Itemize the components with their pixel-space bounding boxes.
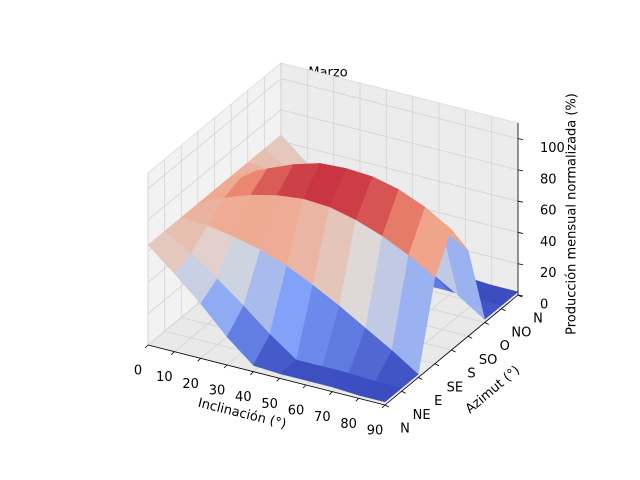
x-tick-label: 60	[288, 404, 305, 419]
y-tick	[384, 404, 390, 408]
z-tick-label: 100	[540, 141, 565, 156]
z-axis-label: Producción mensual normalizada (%)	[565, 93, 580, 335]
z-tick	[517, 294, 524, 297]
y-tick	[451, 349, 456, 353]
y-tick-label: N	[533, 312, 543, 327]
grid-line	[280, 78, 519, 140]
grid-line	[280, 140, 519, 202]
x-tick	[329, 391, 333, 395]
x-tick	[250, 371, 254, 375]
y-tick	[484, 322, 489, 325]
x-tick-label: 0	[134, 364, 142, 379]
grid-line	[280, 109, 519, 171]
x-tick-label: 80	[340, 417, 357, 432]
z-tick-label: 0	[540, 298, 548, 313]
x-tick	[223, 364, 228, 369]
x-tick	[302, 384, 307, 389]
y-tick-label: S	[467, 367, 475, 382]
y-tick	[401, 390, 406, 394]
x-tick	[276, 378, 280, 382]
y-tick	[501, 308, 506, 312]
y-tick-label: N	[400, 422, 410, 437]
y-tick-label: NE	[413, 408, 431, 423]
x-tick-label: 20	[182, 377, 199, 392]
x-tick-label: 10	[156, 370, 173, 385]
z-tick	[517, 169, 524, 172]
z-tick-label: 40	[540, 235, 557, 250]
x-tick	[381, 404, 386, 409]
x-tick	[197, 358, 201, 362]
y-tick-label: NO	[511, 325, 531, 340]
surface-patch	[358, 381, 403, 403]
x-tick	[355, 398, 359, 402]
x-tick-label: 70	[314, 410, 331, 425]
grid-line	[147, 78, 282, 189]
y-tick-label: O	[500, 339, 510, 354]
z-tick	[517, 138, 524, 141]
z-tick-label: 80	[540, 172, 557, 187]
y-tick-label: SE	[447, 380, 463, 395]
x-tick	[171, 351, 175, 355]
axis-line	[147, 344, 386, 406]
z-tick	[517, 200, 524, 203]
z-tick-label: 20	[540, 266, 557, 281]
y-tick-label: E	[434, 394, 442, 409]
z-tick	[517, 232, 524, 234]
x-tick-label: 50	[261, 397, 278, 412]
y-tick	[434, 363, 440, 367]
y-tick	[467, 335, 473, 339]
x-tick-label: 90	[367, 424, 384, 439]
y-tick	[418, 377, 423, 380]
x-tick	[144, 344, 149, 349]
x-tick-label: 40	[235, 390, 252, 405]
z-tick-label: 60	[540, 204, 557, 219]
grid-line	[147, 109, 282, 221]
x-tick-label: 30	[209, 384, 226, 399]
z-tick	[517, 263, 524, 266]
y-tick-label: SO	[479, 353, 497, 368]
